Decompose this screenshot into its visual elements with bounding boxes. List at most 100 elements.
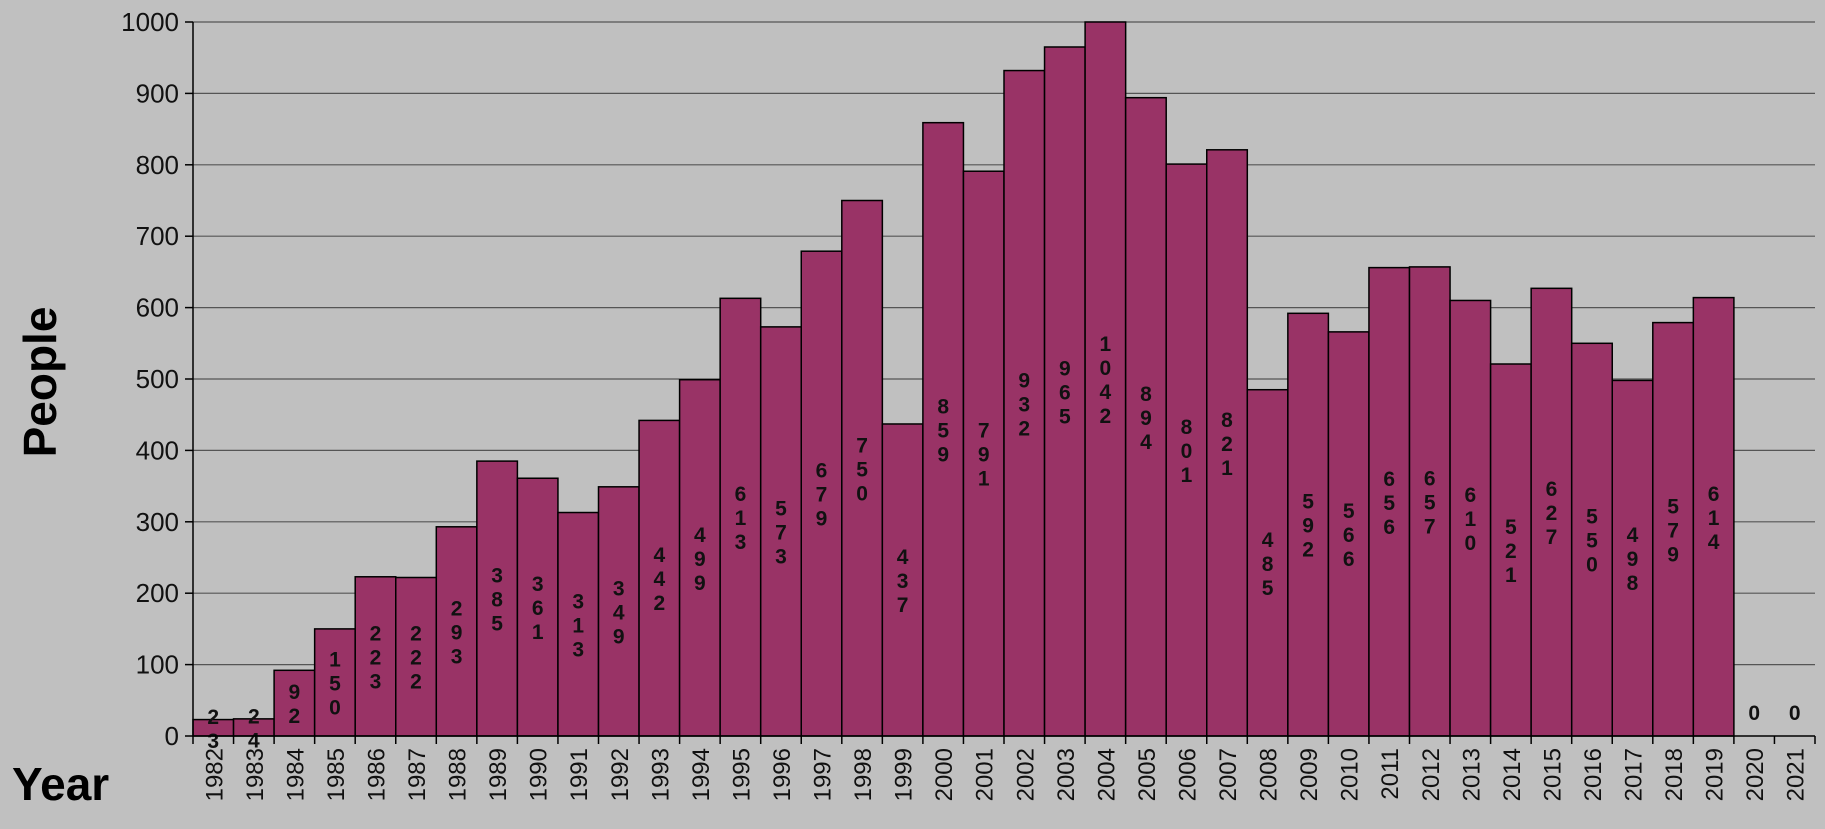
bar: [800, 250, 843, 737]
bar-value-label: 0: [1748, 702, 1760, 725]
bar: [1043, 46, 1086, 737]
x-tick-label: 2014: [1499, 748, 1526, 801]
x-tick-label: 1983: [242, 748, 269, 801]
x-axis-ticks: 1982 1983 1984 1985 1986 1987 1988 1989 1990 1991…: [192, 736, 1816, 801]
x-tick-label: 2017: [1621, 748, 1648, 801]
x-tick-label: 2010: [1337, 748, 1364, 801]
bar: [1327, 331, 1370, 737]
y-tick-label: 100: [136, 650, 179, 680]
bar: [1084, 21, 1127, 737]
x-axis-title: Year: [12, 758, 109, 810]
x-tick-label: 2015: [1539, 748, 1566, 801]
bar: [638, 419, 681, 737]
bar: [1449, 299, 1492, 737]
bar-value-label: 0: [1789, 702, 1801, 725]
y-axis-ticks: 0 100 200 300 400 500 600 700 800 900 1000: [121, 7, 193, 751]
bar: [435, 526, 478, 737]
x-tick-label: 1997: [810, 748, 837, 801]
bar: [678, 378, 721, 737]
x-tick-label: 1990: [526, 748, 553, 801]
x-tick-label: 1982: [201, 748, 228, 801]
x-tick-label: 2018: [1661, 748, 1688, 801]
x-tick-label: 2000: [931, 748, 958, 801]
x-tick-label: 1994: [688, 748, 715, 801]
x-tick-label: 1998: [850, 748, 877, 801]
x-tick-label: 2003: [1053, 748, 1080, 801]
x-tick-label: 2019: [1702, 748, 1729, 801]
y-tick-label: 900: [136, 78, 179, 108]
y-tick-label: 1000: [121, 7, 179, 37]
bar: [1408, 266, 1451, 737]
x-tick-label: 1999: [891, 748, 918, 801]
y-tick-label: 800: [136, 150, 179, 180]
x-tick-label: 2007: [1215, 748, 1242, 801]
x-tick-label: 1989: [485, 748, 512, 801]
x-tick-label: 1995: [728, 748, 755, 801]
x-tick-label: 2011: [1377, 748, 1404, 800]
x-tick-label: 1985: [323, 748, 350, 801]
y-tick-label: 700: [136, 221, 179, 251]
bar: [516, 477, 559, 737]
bars: [192, 21, 1735, 737]
bar: [557, 511, 600, 737]
x-tick-label: 1988: [445, 748, 472, 801]
bar: [1692, 296, 1735, 737]
bar: [1611, 379, 1654, 737]
x-tick-label: 1984: [282, 748, 309, 801]
x-tick-label: 2016: [1580, 748, 1607, 801]
y-tick-label: 600: [136, 293, 179, 323]
x-tick-label: 2002: [1012, 748, 1039, 801]
x-tick-label: 2001: [972, 748, 999, 801]
x-tick-label: 2013: [1458, 748, 1485, 801]
y-tick-label: 300: [136, 507, 179, 537]
x-tick-label: 1992: [607, 748, 634, 801]
x-tick-label: 2012: [1418, 748, 1445, 801]
y-tick-label: 500: [136, 364, 179, 394]
bar-value-labels: 2 3 2 4 9 2 1 5 0 2 2 3 2 2 2 2 9 3 3 8 5 3 6 1 3 1 3 3 4 9 4 4 2 4 9 9 6 1 3 5…: [207, 333, 1800, 753]
y-tick-label: 0: [165, 721, 179, 751]
bar: [1368, 266, 1411, 737]
bar: [1570, 342, 1613, 737]
x-tick-label: 1996: [769, 748, 796, 801]
x-tick-label: 2005: [1134, 748, 1161, 801]
x-tick-label: 1986: [363, 748, 390, 801]
x-tick-label: 1991: [566, 748, 593, 801]
y-tick-label: 200: [136, 578, 179, 608]
bar: [1165, 163, 1208, 737]
bar: [395, 576, 438, 737]
bar: [354, 576, 397, 737]
bar: [1246, 388, 1289, 737]
